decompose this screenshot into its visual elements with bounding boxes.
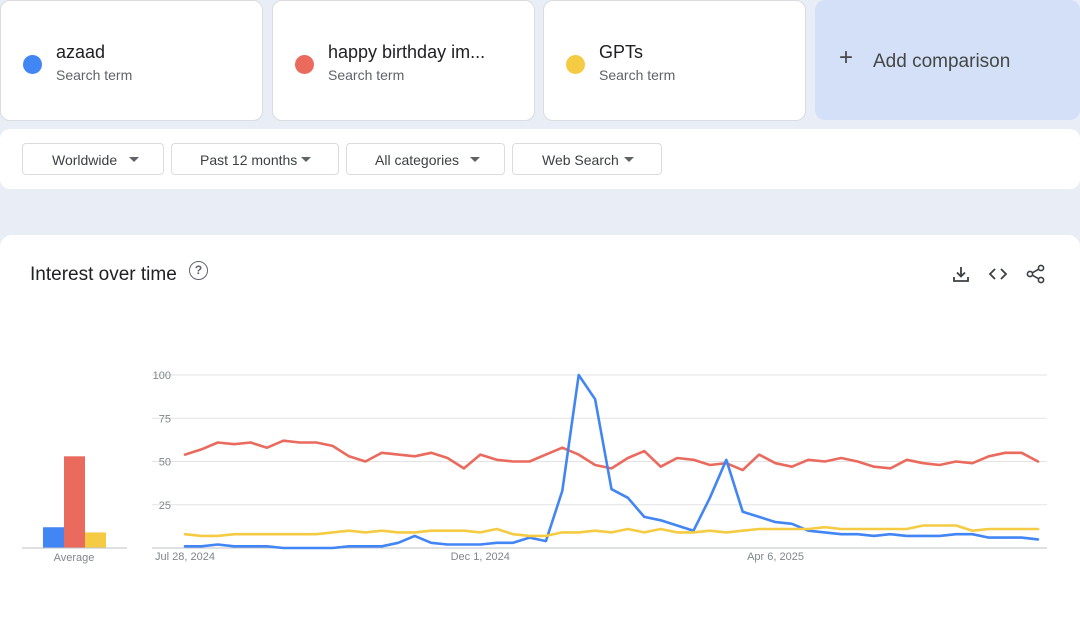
y-tick-label: 50 [159, 457, 171, 469]
share-icon[interactable] [1025, 263, 1047, 285]
add-comparison-label: Add comparison [873, 51, 1011, 72]
term-name: happy birthday im... [328, 42, 486, 62]
x-axis-labels: Jul 28, 2024 Dec 1, 2024 Apr 6, 2025 [155, 551, 804, 563]
average-bars: Average [22, 456, 127, 564]
average-bar[interactable] [64, 456, 85, 548]
term-color-dot [566, 55, 585, 74]
term-subtitle: Search term [56, 67, 133, 83]
chevron-down-icon [129, 157, 139, 162]
chevron-down-icon [301, 157, 311, 162]
filter-time-dropdown[interactable]: Past 12 months [171, 143, 339, 175]
series-line-0[interactable] [183, 439, 1040, 472]
x-tick-label: Dec 1, 2024 [451, 551, 510, 563]
term-name: azaad [56, 42, 106, 62]
download-icon[interactable] [950, 263, 972, 285]
term-name: GPTs [599, 42, 644, 62]
filter-bar: Worldwide Past 12 months All categories … [0, 129, 1080, 189]
term-color-dot [295, 55, 314, 74]
panel-title: Interest over time [30, 264, 177, 285]
y-tick-label: 25 [159, 500, 171, 512]
chevron-down-icon [470, 157, 480, 162]
term-subtitle: Search term [599, 67, 676, 83]
filter-category-dropdown[interactable]: All categories [346, 143, 505, 175]
filter-property-dropdown[interactable]: Web Search [512, 143, 662, 175]
interest-chart: Average 100 75 50 25 Jul 28, 2024 Dec 1, 202… [22, 370, 1047, 564]
chevron-down-icon [624, 157, 634, 162]
filter-label: Worldwide [52, 152, 118, 168]
filter-label: Past 12 months [200, 152, 298, 168]
chart-grid: 100 75 50 25 [152, 370, 1047, 549]
average-bar[interactable] [85, 532, 106, 548]
interest-over-time-panel: Interest over time ? Average 100 75 50 25 J… [0, 235, 1080, 631]
y-tick-label: 100 [153, 370, 171, 382]
term-subtitle: Search term [328, 67, 405, 83]
plus-icon: + [839, 44, 854, 71]
term-card-gpts[interactable]: GPTs Search term [543, 0, 806, 121]
chart-lines [183, 373, 1040, 550]
y-tick-label: 75 [159, 413, 171, 425]
average-label: Average [54, 552, 95, 564]
x-tick-label: Jul 28, 2024 [155, 551, 215, 563]
comparison-bar: azaad Search term happy birthday im... S… [0, 0, 1080, 122]
series-line-1[interactable] [183, 373, 1040, 550]
filter-label: All categories [375, 152, 460, 168]
filter-label: Web Search [542, 152, 619, 168]
term-card-azaad[interactable]: azaad Search term [0, 0, 263, 121]
term-color-dot [23, 55, 42, 74]
series-line-2[interactable] [183, 524, 1040, 538]
term-card-happy-birthday[interactable]: happy birthday im... Search term [272, 0, 535, 121]
help-circle-icon[interactable]: ? [189, 261, 208, 280]
x-tick-label: Apr 6, 2025 [747, 551, 804, 563]
average-bar[interactable] [43, 527, 64, 548]
add-comparison-button[interactable]: + Add comparison [815, 0, 1080, 120]
filter-region-dropdown[interactable]: Worldwide [22, 143, 164, 175]
embed-code-icon[interactable] [987, 263, 1009, 285]
